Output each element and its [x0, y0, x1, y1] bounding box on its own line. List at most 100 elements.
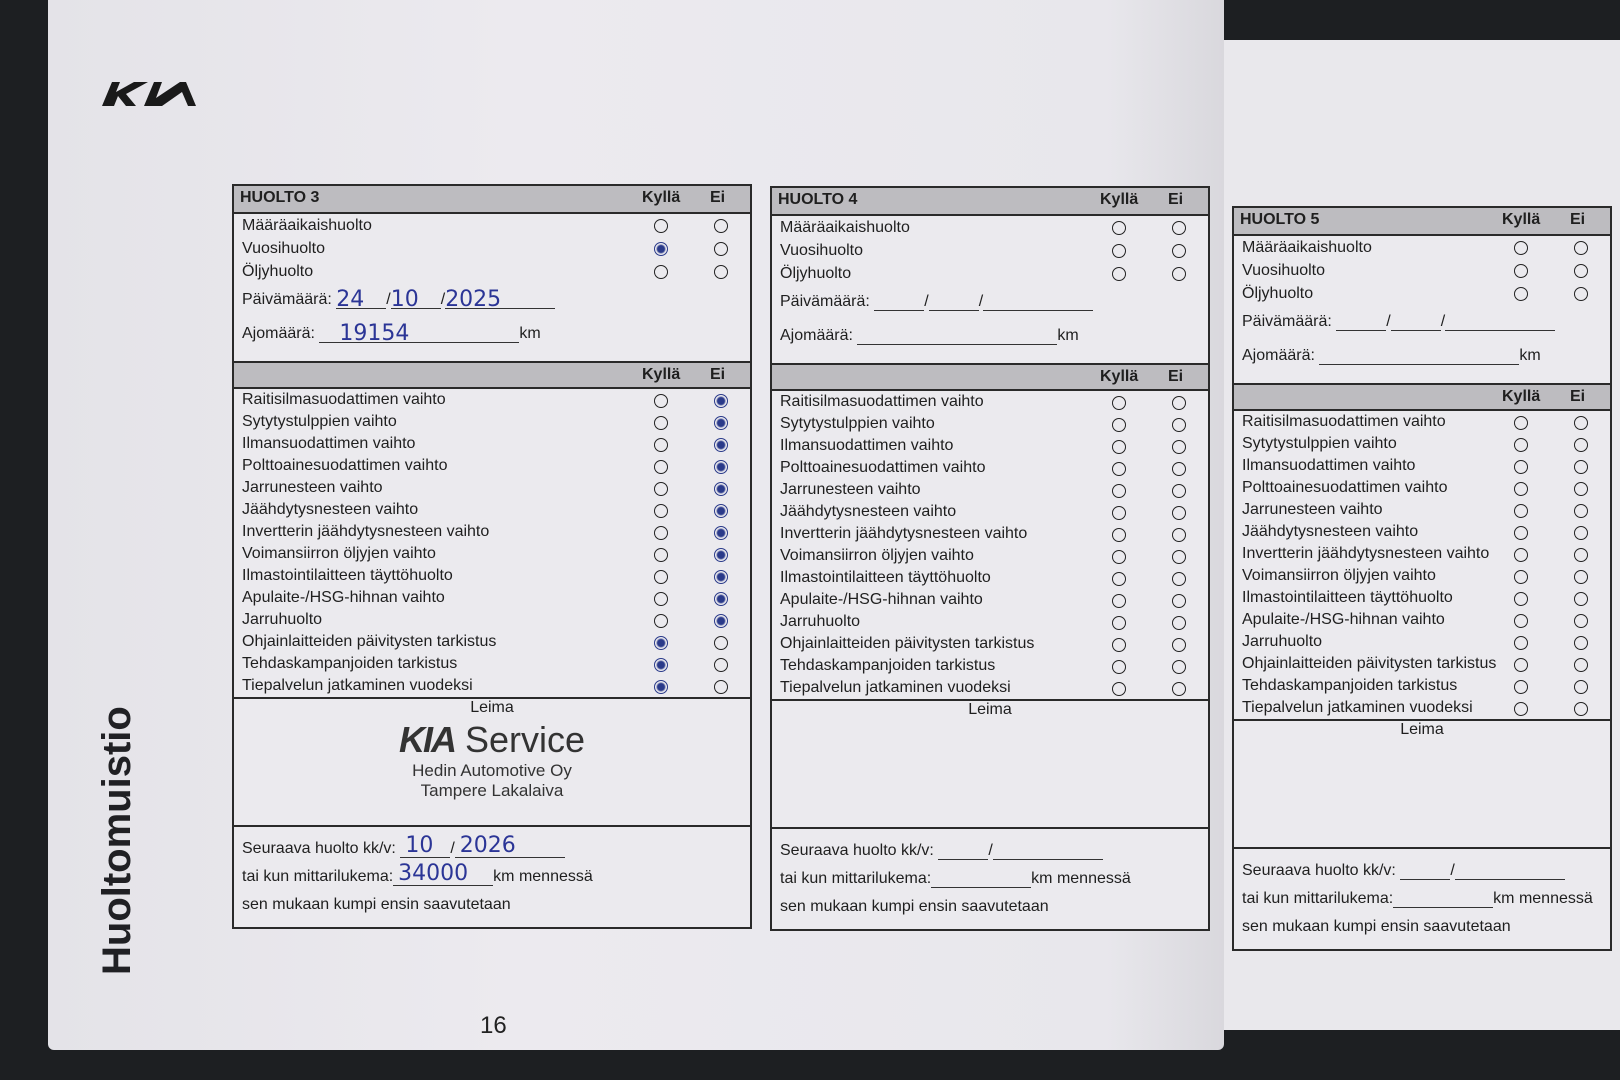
yes-checkbox[interactable] [654, 219, 668, 233]
odometer-input[interactable] [931, 870, 1032, 888]
yes-checkbox[interactable] [654, 680, 668, 694]
yes-checkbox[interactable] [1514, 241, 1528, 255]
yes-checkbox[interactable] [654, 548, 668, 562]
no-checkbox[interactable] [1574, 658, 1588, 672]
yes-checkbox[interactable] [1514, 548, 1528, 562]
yes-checkbox[interactable] [654, 636, 668, 650]
yes-checkbox[interactable] [1112, 506, 1126, 520]
yes-checkbox[interactable] [1112, 267, 1126, 281]
yes-checkbox[interactable] [1112, 396, 1126, 410]
month-input[interactable] [1390, 313, 1441, 331]
no-checkbox[interactable] [1172, 221, 1186, 235]
yes-checkbox[interactable] [1514, 438, 1528, 452]
no-checkbox[interactable] [1574, 438, 1588, 452]
no-checkbox[interactable] [1574, 636, 1588, 650]
no-checkbox[interactable] [714, 614, 728, 628]
no-checkbox[interactable] [1172, 267, 1186, 281]
no-checkbox[interactable] [1172, 550, 1186, 564]
yes-checkbox[interactable] [654, 482, 668, 496]
no-checkbox[interactable] [714, 658, 728, 672]
yes-checkbox[interactable] [1112, 418, 1126, 432]
yes-checkbox[interactable] [1514, 658, 1528, 672]
no-checkbox[interactable] [1172, 506, 1186, 520]
no-checkbox[interactable] [1172, 418, 1186, 432]
no-checkbox[interactable] [714, 416, 728, 430]
yes-checkbox[interactable] [654, 416, 668, 430]
no-checkbox[interactable] [1574, 614, 1588, 628]
no-checkbox[interactable] [714, 482, 728, 496]
no-checkbox[interactable] [1574, 526, 1588, 540]
no-checkbox[interactable] [1574, 241, 1588, 255]
no-checkbox[interactable] [1172, 528, 1186, 542]
no-checkbox[interactable] [1172, 638, 1186, 652]
no-checkbox[interactable] [1574, 504, 1588, 518]
yes-checkbox[interactable] [1514, 287, 1528, 301]
no-checkbox[interactable] [714, 592, 728, 606]
yes-checkbox[interactable] [1514, 592, 1528, 606]
no-checkbox[interactable] [714, 460, 728, 474]
yes-checkbox[interactable] [1514, 680, 1528, 694]
yes-checkbox[interactable] [1514, 526, 1528, 540]
no-checkbox[interactable] [1574, 592, 1588, 606]
day-input[interactable] [874, 293, 925, 311]
month-input[interactable] [928, 293, 979, 311]
yes-checkbox[interactable] [1112, 682, 1126, 696]
yes-checkbox[interactable] [654, 438, 668, 452]
no-checkbox[interactable] [714, 504, 728, 518]
next-month-input[interactable]: 10 [400, 833, 451, 858]
yes-checkbox[interactable] [654, 570, 668, 584]
no-checkbox[interactable] [714, 219, 728, 233]
yes-checkbox[interactable] [1112, 462, 1126, 476]
no-checkbox[interactable] [1172, 244, 1186, 258]
next-year-input[interactable] [992, 842, 1103, 860]
yes-checkbox[interactable] [1112, 616, 1126, 630]
yes-checkbox[interactable] [654, 592, 668, 606]
yes-checkbox[interactable] [1112, 484, 1126, 498]
yes-checkbox[interactable] [654, 460, 668, 474]
yes-checkbox[interactable] [1112, 244, 1126, 258]
yes-checkbox[interactable] [1514, 570, 1528, 584]
next-year-input[interactable]: 2026 [454, 833, 565, 858]
yes-checkbox[interactable] [654, 504, 668, 518]
yes-checkbox[interactable] [1112, 550, 1126, 564]
no-checkbox[interactable] [1574, 460, 1588, 474]
no-checkbox[interactable] [714, 526, 728, 540]
yes-checkbox[interactable] [1514, 504, 1528, 518]
odometer-input[interactable]: 34000 [393, 861, 494, 886]
yes-checkbox[interactable] [654, 658, 668, 672]
yes-checkbox[interactable] [1514, 416, 1528, 430]
no-checkbox[interactable] [1172, 484, 1186, 498]
yes-checkbox[interactable] [654, 614, 668, 628]
no-checkbox[interactable] [1172, 682, 1186, 696]
yes-checkbox[interactable] [1514, 264, 1528, 278]
no-checkbox[interactable] [1574, 570, 1588, 584]
day-input[interactable]: 24 [336, 287, 387, 312]
yes-checkbox[interactable] [654, 394, 668, 408]
mileage-input[interactable] [857, 327, 1058, 345]
no-checkbox[interactable] [1574, 264, 1588, 278]
no-checkbox[interactable] [714, 570, 728, 584]
no-checkbox[interactable] [1574, 680, 1588, 694]
next-month-input[interactable] [938, 842, 989, 860]
yes-checkbox[interactable] [654, 265, 668, 279]
no-checkbox[interactable] [1172, 660, 1186, 674]
yes-checkbox[interactable] [1514, 636, 1528, 650]
no-checkbox[interactable] [714, 265, 728, 279]
yes-checkbox[interactable] [1112, 572, 1126, 586]
yes-checkbox[interactable] [1112, 440, 1126, 454]
no-checkbox[interactable] [1172, 572, 1186, 586]
no-checkbox[interactable] [1172, 616, 1186, 630]
yes-checkbox[interactable] [654, 526, 668, 540]
yes-checkbox[interactable] [1112, 221, 1126, 235]
no-checkbox[interactable] [714, 680, 728, 694]
yes-checkbox[interactable] [1514, 482, 1528, 496]
no-checkbox[interactable] [1172, 462, 1186, 476]
no-checkbox[interactable] [1172, 396, 1186, 410]
yes-checkbox[interactable] [1112, 594, 1126, 608]
day-input[interactable] [1336, 313, 1387, 331]
mileage-input[interactable]: 19154 [319, 321, 520, 346]
yes-checkbox[interactable] [1514, 614, 1528, 628]
yes-checkbox[interactable] [1112, 660, 1126, 674]
year-input[interactable] [983, 293, 1094, 311]
no-checkbox[interactable] [1574, 287, 1588, 301]
